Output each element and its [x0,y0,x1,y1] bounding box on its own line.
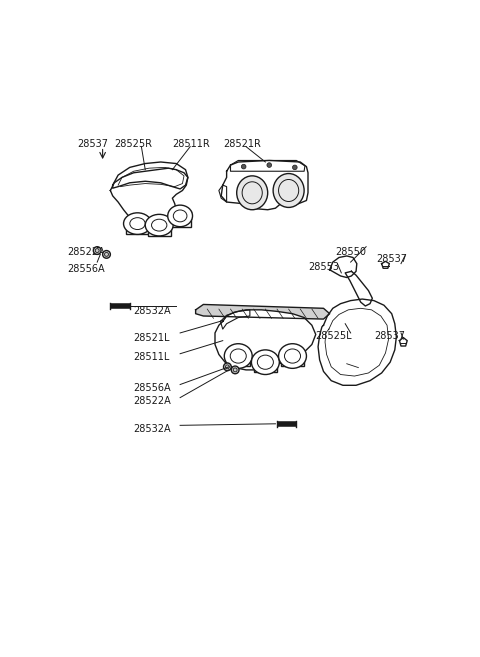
Text: 28511L: 28511L [133,352,170,362]
Ellipse shape [145,214,173,236]
Bar [227,351,250,366]
Circle shape [241,164,246,169]
Circle shape [93,246,101,254]
Text: 28521R: 28521R [223,139,261,149]
Text: 28525L: 28525L [316,331,352,342]
Text: 28556A: 28556A [133,383,171,393]
Polygon shape [221,160,308,210]
Polygon shape [318,299,396,385]
Text: 28537: 28537 [77,139,108,149]
Ellipse shape [224,344,252,369]
Ellipse shape [123,213,152,235]
Circle shape [267,163,272,168]
Text: 28511R: 28511R [172,139,210,149]
Bar [281,351,304,366]
Bar [147,221,171,236]
Text: 28556A: 28556A [68,263,106,273]
Ellipse shape [237,176,268,210]
Text: 28522A: 28522A [68,246,106,257]
Text: 28553: 28553 [308,262,339,272]
Ellipse shape [252,350,279,374]
Circle shape [231,366,239,374]
Circle shape [224,363,231,371]
Bar [254,357,277,373]
Polygon shape [215,310,316,370]
Text: 28537: 28537 [376,254,407,264]
Ellipse shape [278,344,306,369]
Ellipse shape [273,173,304,208]
Text: 28537: 28537 [374,331,405,342]
Text: 28532A: 28532A [133,424,171,434]
Polygon shape [399,338,407,346]
Polygon shape [196,304,330,319]
Polygon shape [382,261,389,268]
Polygon shape [230,160,305,171]
Text: 28550: 28550 [335,246,366,257]
Text: 28532A: 28532A [133,306,171,316]
Bar [126,219,149,235]
Text: 28521L: 28521L [133,333,170,343]
Polygon shape [113,162,188,189]
Polygon shape [330,256,357,277]
Bar [169,212,191,227]
Ellipse shape [168,205,192,227]
Text: 28525R: 28525R [114,139,152,149]
Polygon shape [110,168,188,227]
Text: 28522A: 28522A [133,396,171,406]
Circle shape [292,165,297,170]
Circle shape [103,250,110,258]
Polygon shape [219,185,227,202]
Polygon shape [345,271,372,306]
Polygon shape [220,310,250,329]
